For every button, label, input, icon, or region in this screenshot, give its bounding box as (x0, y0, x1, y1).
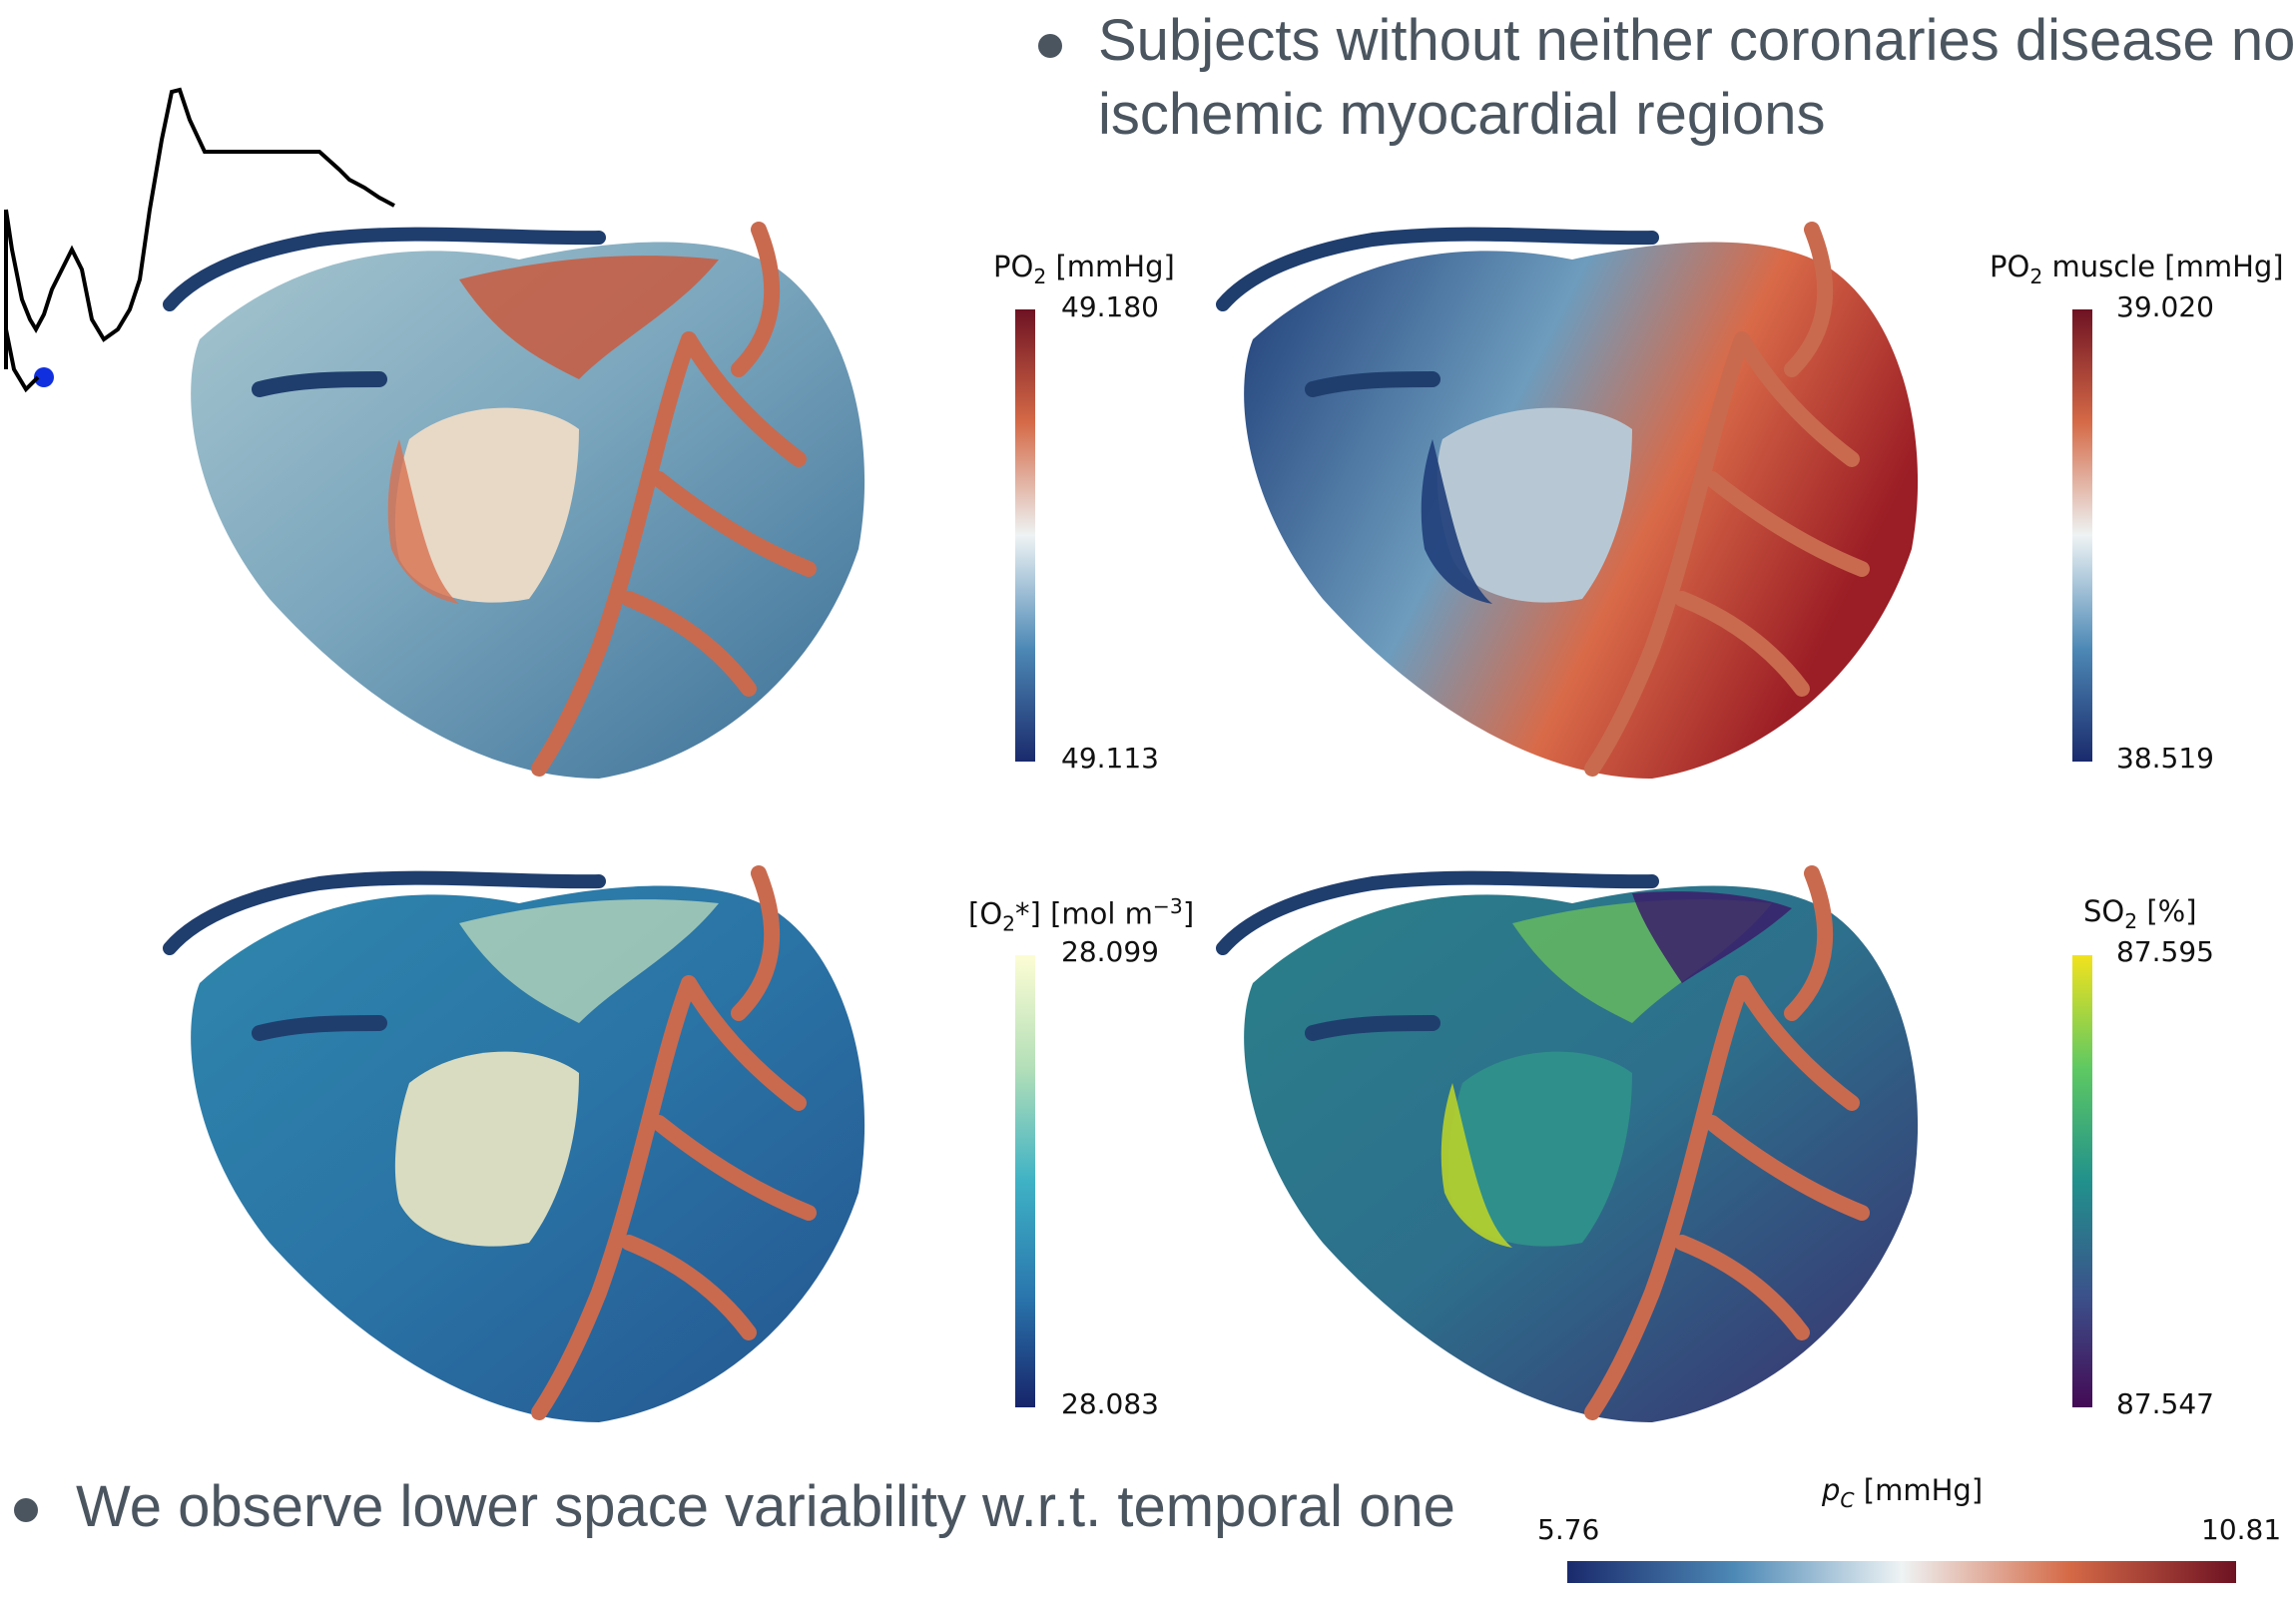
waveform-line (4, 87, 395, 342)
bullet-top-text: Subjects without neither coronaries dise… (1098, 8, 2296, 147)
colorbar-min-o2-concentration: 28.083 (1061, 1387, 1159, 1420)
cavity-dark (1421, 439, 1492, 604)
colorbar-so2 (2072, 955, 2092, 1407)
vein-branch (252, 371, 387, 397)
pressure-bar-max: 10.81 (2201, 1513, 2282, 1546)
waveform-marker (34, 367, 54, 387)
heart-po2 (163, 222, 865, 779)
cavity (1447, 1051, 1632, 1247)
coronary-artery (531, 865, 817, 1420)
vein (1216, 227, 1659, 311)
bullet-dot (1038, 34, 1062, 58)
vein-branch (1305, 371, 1440, 397)
colorbar-title-po2: PO2 [mmHg] (993, 250, 1175, 288)
bullet-dot (14, 1498, 38, 1522)
heart-po2-muscle (1216, 222, 1919, 779)
bullet-bottom: We observe lower space variability w.r.t… (14, 1472, 1455, 1542)
cavity (394, 407, 579, 603)
colorbar-po2 (1015, 309, 1035, 762)
pressure-colorbar (1567, 1561, 2236, 1583)
colorbar-max-po2: 49.180 (1061, 290, 1159, 323)
colorbar-max-po2-muscle: 39.020 (2116, 290, 2214, 323)
upper-region-purple (1632, 891, 1792, 983)
colorbar-min-po2: 49.113 (1061, 742, 1159, 775)
cavity (394, 1051, 579, 1247)
coronary-artery (1584, 222, 1870, 777)
vein (163, 227, 606, 311)
pressure-waveform (4, 87, 395, 393)
cavity-yellow (1440, 1083, 1512, 1248)
heart-o2-concentration (163, 865, 865, 1422)
cavity-shadow (387, 439, 459, 604)
bullet-top: Subjects without neither coronaries dise… (1038, 4, 2296, 152)
colorbar-max-o2-concentration: 28.099 (1061, 935, 1159, 968)
coronary-artery (1584, 865, 1870, 1420)
ischemic-region-red (459, 256, 719, 379)
pressure-bar-min: 5.76 (1537, 1513, 1600, 1546)
cavity (1436, 407, 1632, 603)
colorbar-min-po2-muscle: 38.519 (2116, 742, 2214, 775)
pressure-bar-title: pC [mmHg] (1822, 1473, 1984, 1512)
upper-region-light (459, 899, 719, 1023)
colorbar-title-so2: SO2 [%] (2083, 894, 2197, 933)
colorbar-min-so2: 87.547 (2116, 1387, 2214, 1420)
colorbar-max-so2: 87.595 (2116, 935, 2214, 968)
vein (1216, 870, 1659, 955)
bullet-bottom-text: We observe lower space variability w.r.t… (76, 1474, 1455, 1539)
heart-so2 (1216, 865, 1919, 1422)
colorbar-o2-concentration (1015, 955, 1035, 1407)
vein-branch (252, 1015, 387, 1041)
coronary-artery (531, 222, 817, 777)
colorbar-po2-muscle (2072, 309, 2092, 762)
vein (163, 870, 606, 955)
vein-branch (1305, 1015, 1440, 1041)
colorbar-title-o2-concentration: [O2*] [mol m−3] (968, 894, 1195, 936)
colorbar-title-po2-muscle: PO2 muscle [mmHg] (1990, 250, 2284, 288)
